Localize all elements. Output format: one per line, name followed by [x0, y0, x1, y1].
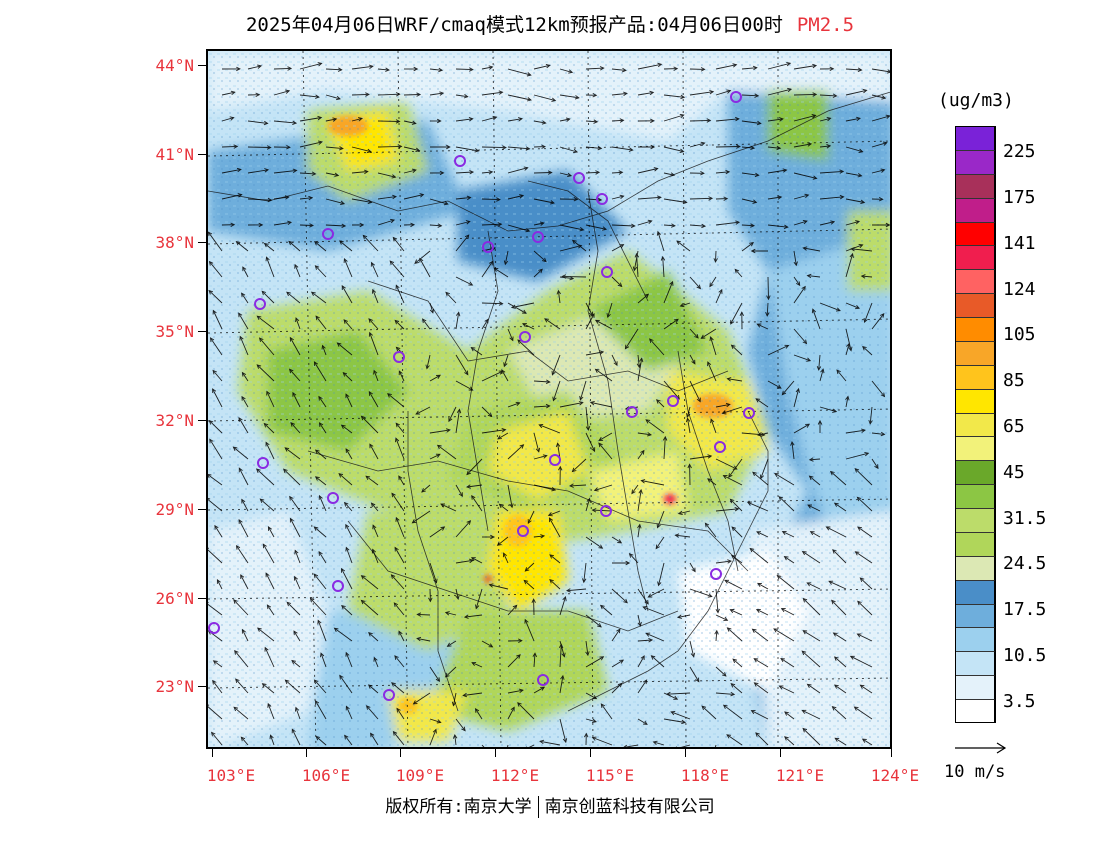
colorbar-swatch	[955, 149, 995, 175]
colorbar-swatch	[955, 221, 995, 246]
lon-label-106: 106°E	[301, 766, 351, 785]
lat-label-29: 29°N	[155, 500, 194, 519]
colorbar-label: 85	[1003, 370, 1025, 391]
colorbar-swatch	[955, 699, 995, 724]
lon-label-118: 118°E	[680, 766, 730, 785]
credit-company: 南京创蓝科技有限公司	[544, 797, 715, 817]
station-markers	[208, 91, 755, 701]
title-text: 2025年04月06日WRF/cmaq模式12km预报产品:04月06日00时	[245, 14, 783, 36]
colorbar-label: 45	[1003, 462, 1025, 483]
colorbar-label: 65	[1003, 416, 1025, 437]
lon-label-121: 121°E	[775, 766, 825, 785]
colorbar-label: 141	[1003, 233, 1036, 254]
lat-label-32: 32°N	[155, 411, 194, 430]
colorbar-swatch	[955, 579, 995, 605]
colorbar-swatch	[955, 317, 995, 342]
colorbar-swatch	[955, 197, 995, 222]
product-label: PM2.5	[796, 14, 855, 36]
colorbar-label: 24.5	[1003, 553, 1047, 574]
credit-university: 版权所有:南京大学	[385, 797, 532, 817]
colorbar-swatch	[955, 173, 995, 199]
colorbar-label: 31.5	[1003, 508, 1047, 529]
colorbar-swatch	[955, 460, 995, 485]
colorbar-label: 3.5	[1003, 691, 1036, 712]
colorbar-label: 225	[1003, 141, 1036, 162]
wind-reference-arrow-icon	[955, 742, 1007, 754]
colorbar-swatch	[955, 269, 995, 294]
chart-title: 2025年04月06日WRF/cmaq模式12km预报产品:04月06日00时 P…	[0, 10, 1100, 37]
colorbar-swatch	[955, 364, 995, 390]
lat-label-23: 23°N	[155, 677, 194, 696]
credits: 版权所有:南京大学 南京创蓝科技有限公司	[0, 792, 1100, 818]
colorbar-label: 124	[1003, 279, 1036, 300]
colorbar-swatch	[955, 627, 995, 652]
lat-label-35: 35°N	[155, 322, 194, 341]
colorbar-swatch	[955, 508, 995, 533]
wind-reference-label: 10 m/s	[944, 762, 1006, 782]
lat-label-38: 38°N	[155, 233, 194, 252]
colorbar-unit: (ug/m3)	[938, 90, 1014, 111]
colorbar-label: 17.5	[1003, 599, 1047, 620]
lon-label-103: 103°E	[206, 766, 256, 785]
pm25-field	[208, 51, 890, 747]
lat-label-26: 26°N	[155, 589, 194, 608]
lat-label-41: 41°N	[155, 145, 194, 164]
lon-label-124: 124°E	[870, 766, 920, 785]
lon-label-109: 109°E	[395, 766, 445, 785]
lat-label-44: 44°N	[155, 56, 194, 75]
colorbar-swatch	[955, 436, 995, 461]
colorbar-label: 175	[1003, 187, 1036, 208]
forecast-map	[206, 49, 892, 749]
lon-label-115: 115°E	[585, 766, 635, 785]
colorbar-swatch	[955, 293, 995, 318]
colorbar-label: 105	[1003, 324, 1036, 345]
colorbar-label: 10.5	[1003, 645, 1047, 666]
colorbar-swatch	[955, 245, 995, 270]
lon-label-112: 112°E	[490, 766, 540, 785]
